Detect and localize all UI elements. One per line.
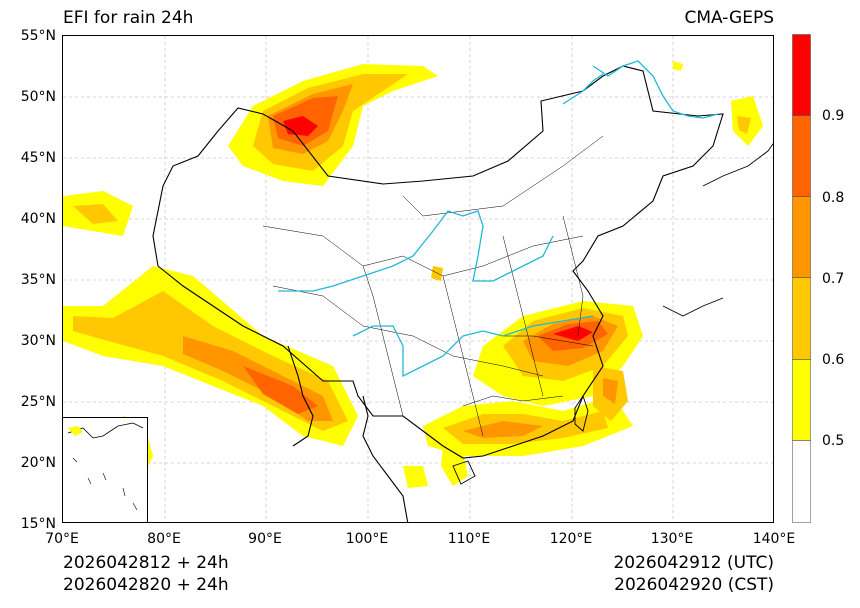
efi-shading [63, 61, 763, 488]
inset-map [67, 422, 144, 511]
lat-label: 55°N [20, 28, 56, 44]
colorbar-tick: 0.5 [822, 433, 845, 449]
valid-time-utc: 2026042912 (UTC) [613, 553, 774, 573]
colorbar-tick: 0.8 [822, 190, 845, 206]
valid-time-cst: 2026042920 (CST) [614, 575, 774, 595]
coastline [452, 143, 773, 485]
lat-label: 45°N [20, 150, 56, 166]
lat-label: 50°N [20, 89, 56, 105]
south-china-sea-inset [62, 417, 148, 523]
map-panel [62, 35, 774, 523]
init-time-cst: 2026042820 + 24h [63, 575, 229, 595]
lon-label: 80°E [147, 531, 181, 547]
colorbar-bin-0.6 [792, 277, 811, 360]
lat-label: 30°N [20, 333, 56, 349]
lon-label: 130°E [650, 531, 694, 547]
map-title: EFI for rain 24h [63, 8, 194, 28]
lon-label: 70°E [45, 531, 79, 547]
efi-map [63, 36, 773, 522]
lat-label: 15°N [20, 516, 56, 532]
lat-label: 35°N [20, 272, 56, 288]
colorbar [792, 34, 811, 523]
colorbar-bin-0.8 [792, 115, 811, 197]
colorbar-tick: 0.9 [822, 108, 845, 124]
lat-label: 40°N [20, 211, 56, 227]
colorbar-tick: 0.6 [822, 352, 845, 368]
country-borders [152, 65, 724, 522]
colorbar-bin-low [792, 440, 811, 523]
lat-label: 20°N [20, 455, 56, 471]
lat-label: 25°N [20, 394, 56, 410]
graticule [63, 36, 773, 522]
model-name: CMA-GEPS [684, 8, 774, 28]
colorbar-bin-0.9 [792, 34, 811, 116]
colorbar-tick: 0.7 [822, 271, 845, 287]
colorbar-bin-0.5 [792, 359, 811, 441]
lon-label: 90°E [248, 531, 282, 547]
colorbar-bin-0.7 [792, 196, 811, 278]
province-borders [262, 135, 604, 437]
lon-label: 120°E [549, 531, 593, 547]
init-time-utc: 2026042812 + 24h [63, 553, 229, 573]
lon-label: 100°E [345, 531, 389, 547]
lon-label: 110°E [447, 531, 491, 547]
lon-label: 140°E [752, 531, 796, 547]
rivers [278, 60, 719, 378]
